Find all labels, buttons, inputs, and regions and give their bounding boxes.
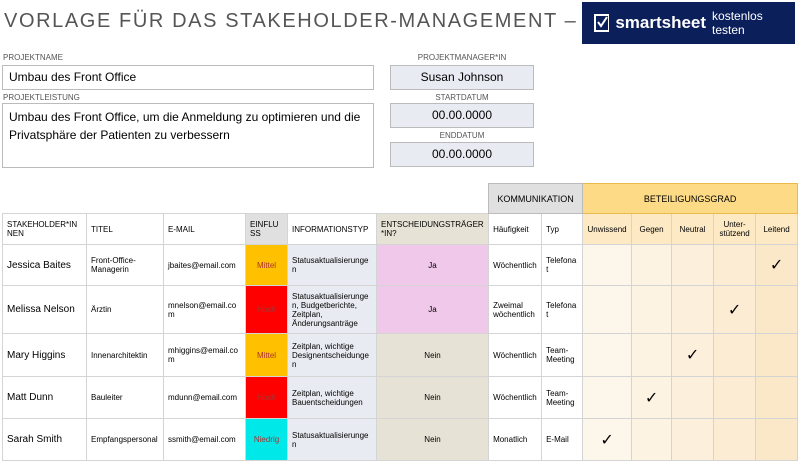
stakeholder: Melissa Nelson (2, 285, 87, 334)
decision-maker: Ja (375, 285, 490, 334)
label: PROJEKTMANAGER*IN (417, 53, 507, 62)
influence: Mittel (245, 333, 288, 377)
stakeholder: Jessica Baites (2, 244, 87, 286)
engagement (631, 418, 673, 461)
title: Innenarchitektin (86, 333, 164, 377)
label: PROJEKTNAME (3, 53, 64, 62)
decision-maker: Nein (375, 418, 490, 461)
title: Empfangspersonal (86, 418, 164, 461)
engagement: ✓ (713, 285, 757, 334)
frequency: Wöchentlich (488, 376, 543, 419)
frequency: Wöchentlich (488, 244, 543, 286)
influence: Niedrig (245, 418, 288, 461)
influence: Hoch (245, 376, 288, 419)
decision-maker: Ja (375, 244, 490, 286)
engagement: ✓ (582, 418, 633, 461)
title: Ärztin (86, 285, 164, 334)
influence: Hoch (245, 285, 288, 334)
group-header: BETEILIGUNGSGRAD (582, 183, 799, 214)
engagement (755, 333, 799, 377)
stakeholder: Matt Dunn (2, 376, 87, 419)
info-type: Zeitplan, wichtige Bauentscheidungen (287, 376, 377, 419)
engagement (631, 285, 673, 334)
engagement (671, 376, 715, 419)
engagement (582, 333, 633, 377)
engagement (755, 418, 799, 461)
email: mdunn@email.com (163, 376, 246, 419)
group-header: KOMMUNIKATION (488, 183, 584, 214)
engagement: ✓ (755, 244, 799, 286)
engagement (671, 244, 715, 286)
title: Bauleiter (86, 376, 164, 419)
label: ENDDATUM (439, 131, 485, 140)
engagement (671, 285, 715, 334)
column-header: Neutral (671, 213, 715, 245)
label: STARTDATUM (435, 93, 489, 102)
column-header: ENTSCHEIDUNGSTRÄGER*IN? (375, 213, 490, 245)
column-header: Unwissend (582, 213, 633, 245)
engagement (713, 333, 757, 377)
influence: Mittel (245, 244, 288, 286)
decision-maker: Nein (375, 333, 490, 377)
decision-maker: Nein (375, 376, 490, 419)
stakeholder: Mary Higgins (2, 333, 87, 377)
channel: Telefonat (541, 285, 584, 334)
logo (594, 14, 610, 32)
field: Umbau des Front Office (2, 65, 374, 90)
field: 00.00.0000 (390, 103, 534, 128)
engagement (631, 333, 673, 377)
stakeholder-table: KOMMUNIKATION BETEILIGUNGSGRAD STAKEHOLDER… (2, 183, 799, 461)
frequency: Wöchentlich (488, 333, 543, 377)
email: mnelson@email.com (163, 285, 246, 334)
info-type: Statusaktualisierungen (287, 244, 377, 286)
engagement: ✓ (671, 333, 715, 377)
info-type: Statusaktualisierungen (287, 418, 377, 461)
email: mhiggins@email.com (163, 333, 246, 377)
engagement (713, 376, 757, 419)
cta: kostenlos testen (712, 9, 763, 37)
column-header: E-MAIL (163, 213, 246, 245)
title: Front-Office-Managerin (86, 244, 164, 286)
column-header: Häufigkeit (488, 213, 543, 245)
engagement (631, 244, 673, 286)
field: Susan Johnson (390, 65, 534, 90)
engagement (582, 285, 633, 334)
engagement: ✓ (631, 376, 673, 419)
frequency: Zweimal wöchentlich (488, 285, 543, 334)
field: 00.00.0000 (390, 142, 534, 167)
column-header: Unter-stützend (713, 213, 757, 245)
frequency: Monatlich (488, 418, 543, 461)
blank (3, 184, 489, 214)
column-header: Typ (541, 213, 584, 245)
field: Umbau des Front Office, um die Anmeldung… (2, 103, 374, 168)
info-type: Statusaktualisierungen, Budgetberichte, … (287, 285, 377, 334)
engagement (582, 376, 633, 419)
engagement (713, 244, 757, 286)
smartsheet-banner[interactable]: smartsheet kostenlos testen (582, 2, 795, 44)
channel: Team-Meeting (541, 333, 584, 377)
email: jbaites@email.com (163, 244, 246, 286)
page-title: VORLAGE FÜR DAS STAKEHOLDER-MANAGEMENT –… (4, 10, 687, 32)
column-header: Leitend (755, 213, 799, 245)
engagement (755, 376, 799, 419)
column-header: EINFLUSS (245, 213, 288, 245)
channel: Telefonat (541, 244, 584, 286)
email: ssmith@email.com (163, 418, 246, 461)
engagement (582, 244, 633, 286)
column-header: TITEL (86, 213, 164, 245)
engagement (713, 418, 757, 461)
engagement (671, 418, 715, 461)
column-header: Gegen (631, 213, 673, 245)
channel: E-Mail (541, 418, 584, 461)
label: PROJEKTLEISTUNG (3, 93, 80, 102)
column-header: INFORMATIONSTYP (287, 213, 377, 245)
info-type: Zeitplan, wichtige Designentscheidungen (287, 333, 377, 377)
engagement (755, 285, 799, 334)
column-header: STAKEHOLDER*INNEN (2, 213, 87, 245)
stakeholder: Sarah Smith (2, 418, 87, 461)
channel: Team-Meeting (541, 376, 584, 419)
brand: smartsheet (615, 13, 707, 32)
